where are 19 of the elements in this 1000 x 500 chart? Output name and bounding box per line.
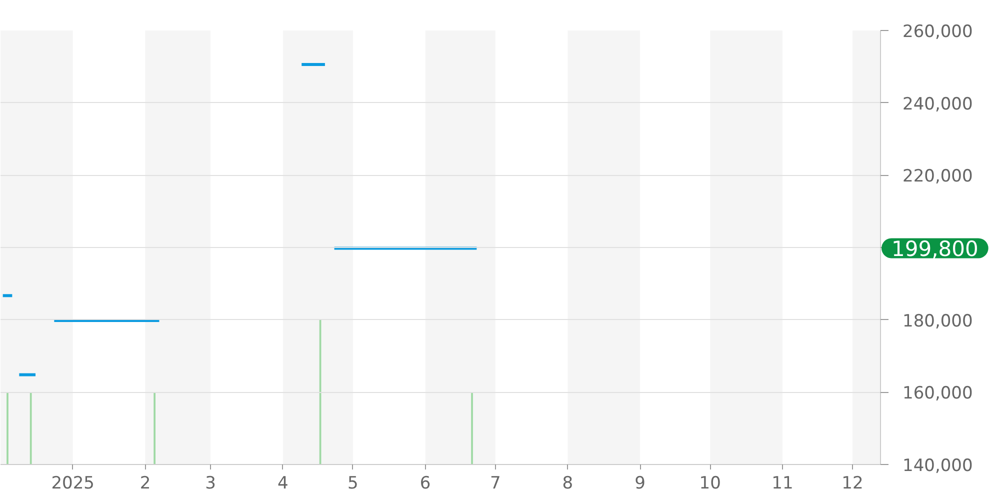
y-tick-label: 180,000 (902, 311, 973, 332)
x-tick-label: 10 (699, 474, 721, 494)
x-tick-label: 5 (348, 474, 358, 494)
x-tick-label: 2 (140, 474, 151, 494)
y-tick-label: 140,000 (902, 456, 973, 476)
x-tick-label: 12 (842, 474, 864, 494)
y-tick-label: 260,000 (902, 22, 973, 42)
y-tick-label: 160,000 (902, 384, 973, 404)
x-tick-label: 6 (420, 474, 431, 494)
x-tick-label: 11 (772, 474, 794, 494)
y-tick-label: 240,000 (902, 94, 973, 114)
x-tick-label: 4 (278, 474, 288, 494)
y-tick-label: 220,000 (902, 166, 973, 187)
text: 199,800 (892, 237, 978, 262)
x-tick-label: 3 (205, 474, 216, 494)
x-tick-label: 7 (490, 474, 501, 494)
x-tick-label: 8 (562, 474, 574, 494)
x-tick-label: 2025 (51, 474, 94, 494)
x-tick-label: 9 (634, 474, 646, 494)
